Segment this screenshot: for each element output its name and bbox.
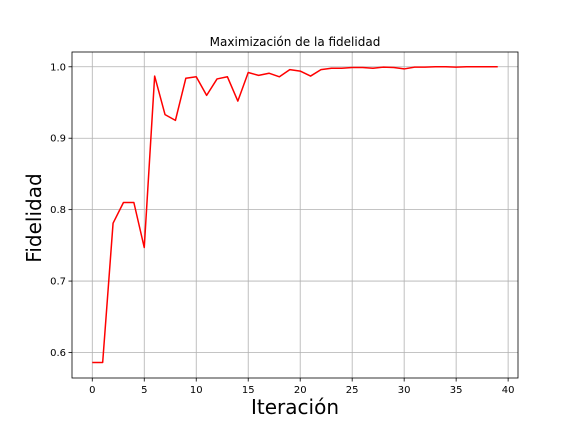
x-tick-label: 20 bbox=[294, 385, 307, 396]
y-tick-label: 0.9 bbox=[50, 134, 66, 145]
y-axis-label: Fidelidad bbox=[22, 173, 46, 262]
x-tick-label: 5 bbox=[141, 385, 147, 396]
x-tick-label: 30 bbox=[398, 385, 411, 396]
y-tick-label: 0.7 bbox=[50, 277, 66, 288]
y-tick-label: 1.0 bbox=[50, 62, 66, 73]
x-tick-label: 15 bbox=[242, 385, 255, 396]
x-tick-label: 25 bbox=[346, 385, 359, 396]
ticks: 0 5 10 15 20 25 30 35 40 0.6 0.7 0.8 0.9 1.0 bbox=[50, 62, 514, 396]
x-axis-label: Iteración bbox=[251, 395, 339, 419]
grid bbox=[72, 52, 518, 378]
x-tick-label: 40 bbox=[502, 385, 515, 396]
x-tick-label: 10 bbox=[190, 385, 203, 396]
y-tick-label: 0.6 bbox=[50, 348, 66, 359]
x-tick-label: 0 bbox=[89, 385, 95, 396]
y-tick-label: 0.8 bbox=[50, 205, 66, 216]
series-layer bbox=[92, 66, 498, 364]
plot-frame bbox=[71, 51, 519, 379]
fidelity-series-line bbox=[92, 66, 498, 364]
chart-title: Maximización de la fidelidad bbox=[210, 35, 381, 49]
x-tick-label: 35 bbox=[450, 385, 463, 396]
